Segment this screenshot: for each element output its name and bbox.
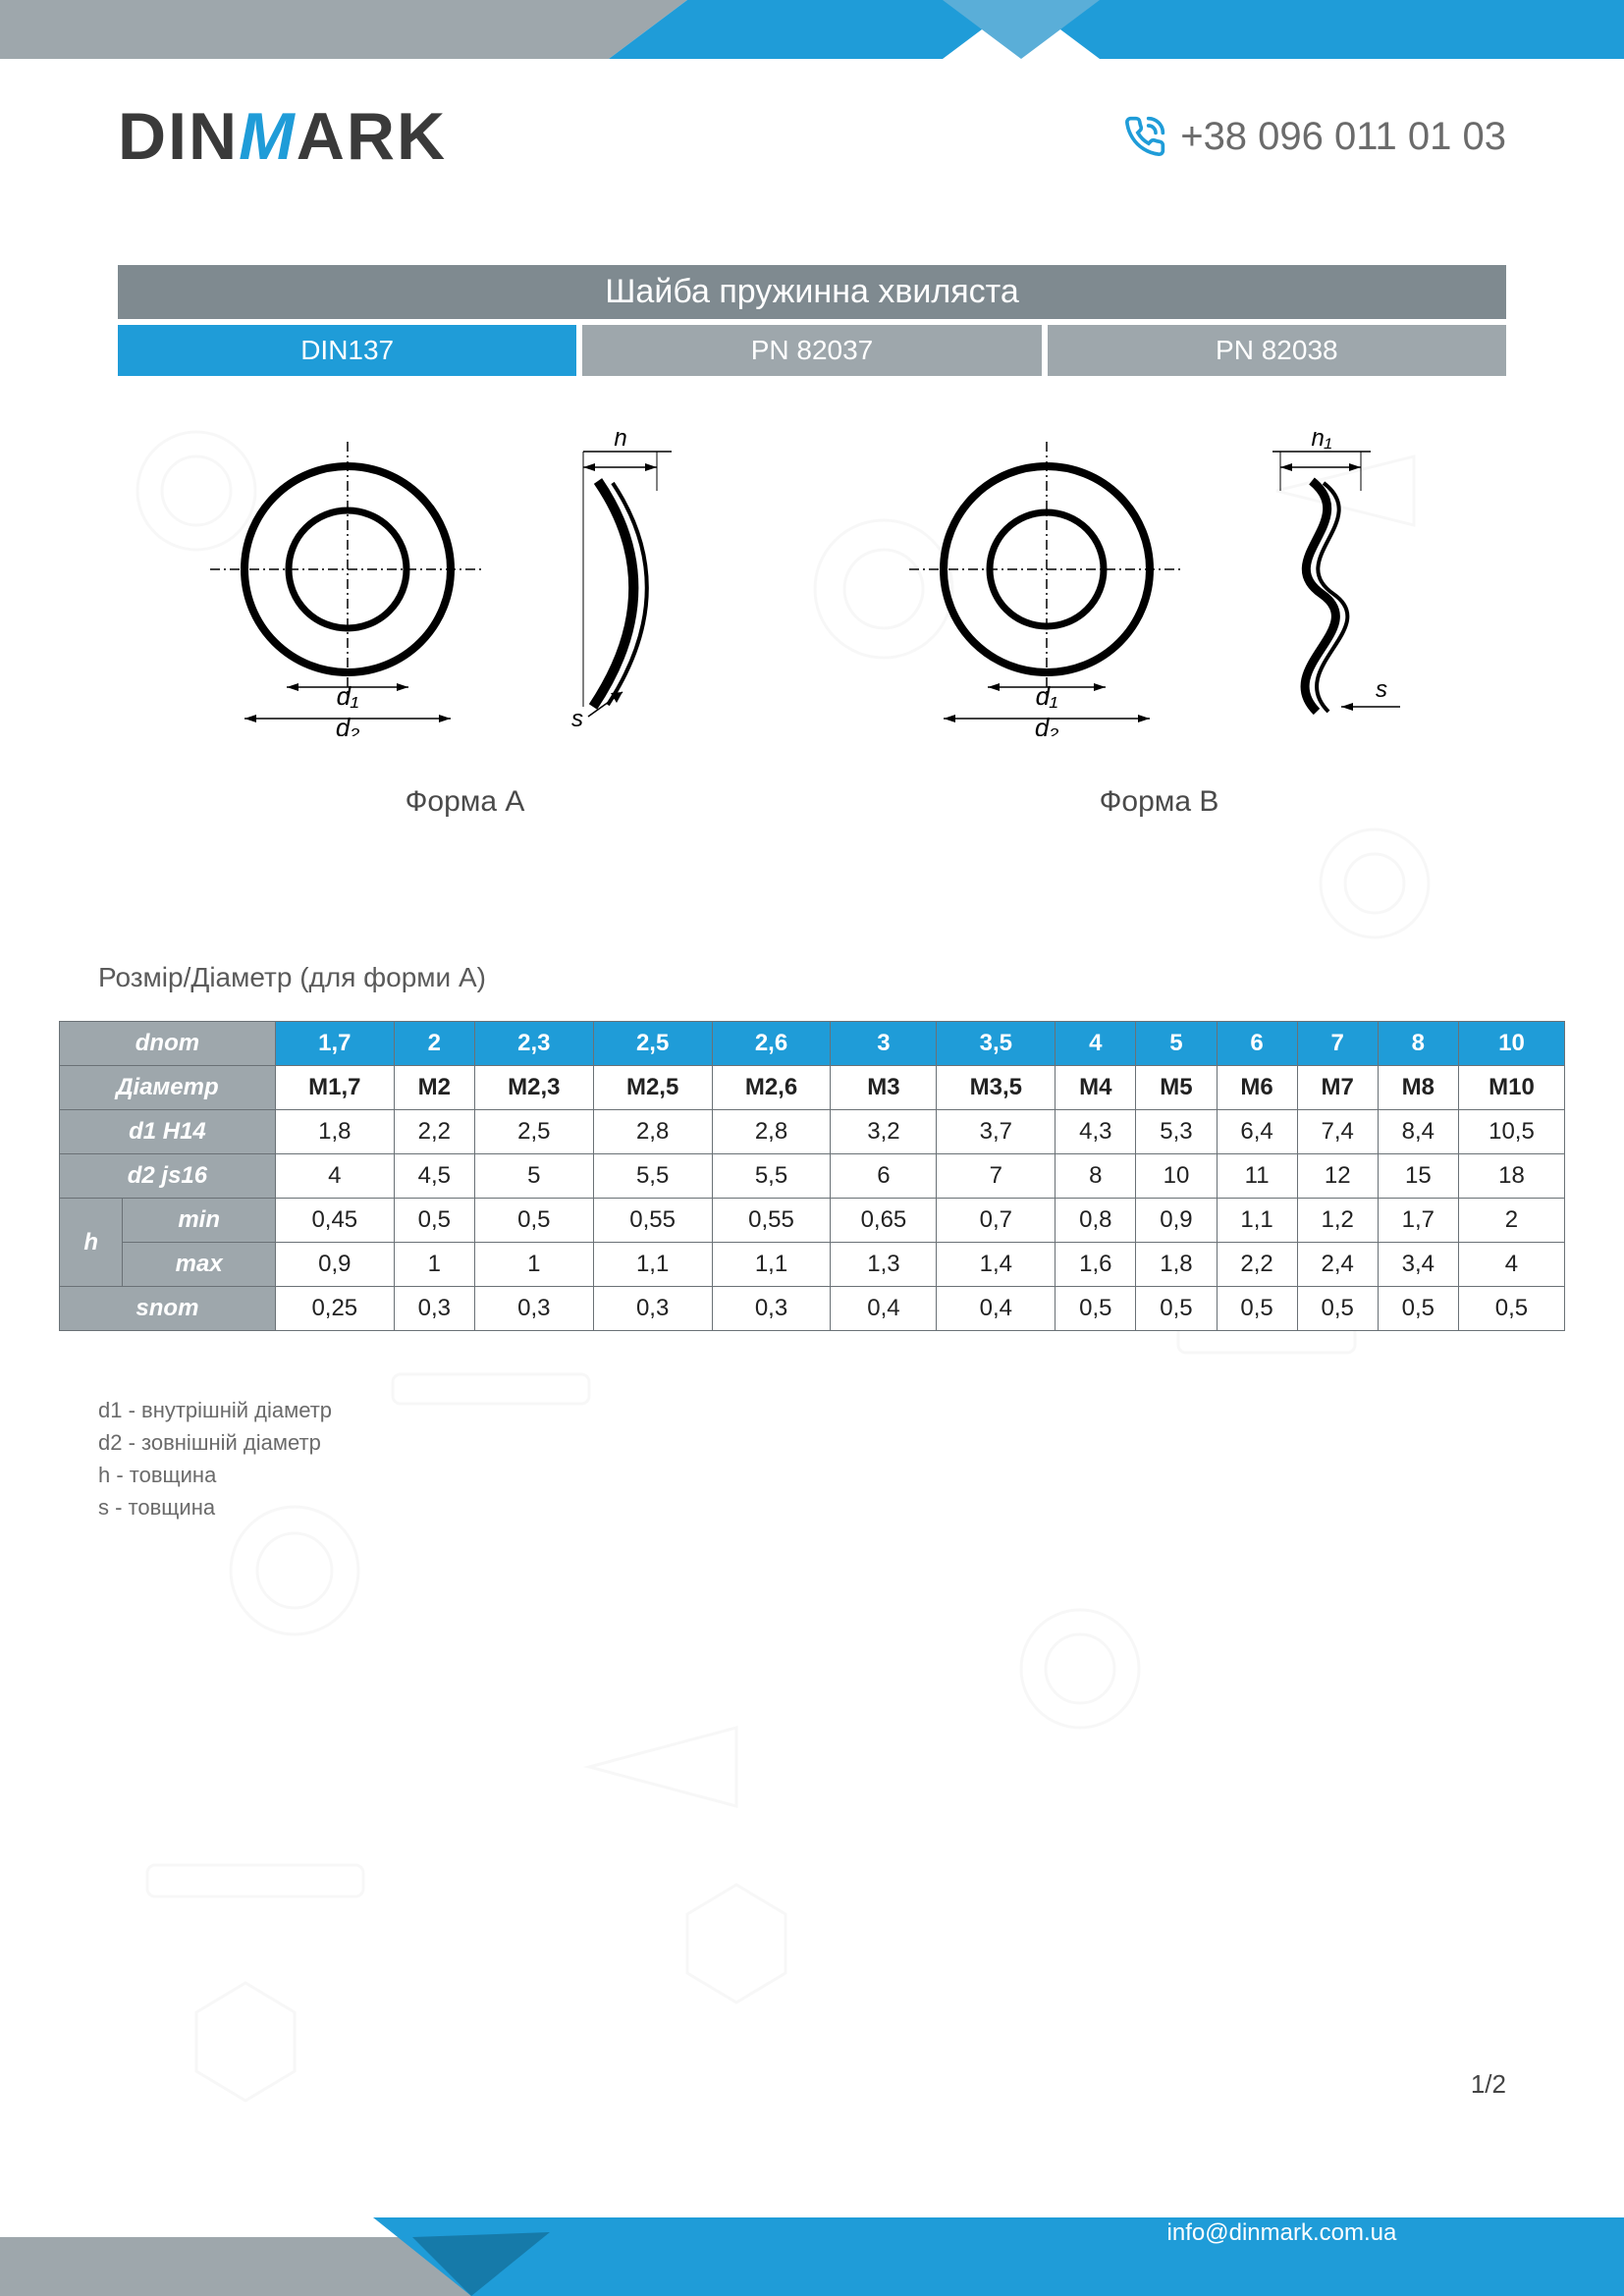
tab-pn82038: PN 82038 (1048, 325, 1506, 376)
row-label-snom: snom (60, 1287, 276, 1331)
row-label-d1: d1 H14 (60, 1110, 276, 1154)
row-label-hmax: max (123, 1243, 275, 1287)
table-row-d2: d2 js16 4 4,5 5 5,5 5,5 6 7 8 10 11 12 1… (60, 1154, 1565, 1199)
standard-tabs: DIN137 PN 82037 PN 82038 (118, 325, 1506, 376)
table-row-snom: snom 0,25 0,3 0,3 0,3 0,3 0,4 0,4 0,5 0,… (60, 1287, 1565, 1331)
svg-text:d₁: d₁ (1035, 681, 1057, 711)
top-accent-bar (0, 0, 1624, 59)
svg-text:s: s (1376, 676, 1387, 703)
legend-h: h - товщина (98, 1459, 332, 1491)
table-section-label: Розмір/Діаметр (для форми A) (98, 962, 486, 993)
table-row-d1: d1 H14 1,8 2,2 2,5 2,8 2,8 3,2 3,7 4,3 5… (60, 1110, 1565, 1154)
row-label-hmin: min (123, 1199, 275, 1243)
form-b-label: Форма В (1100, 785, 1219, 819)
row-label-dnom: dnom (60, 1022, 276, 1066)
table-row-hmin: h min 0,45 0,5 0,5 0,55 0,55 0,65 0,7 0,… (60, 1199, 1565, 1243)
logo-text-mid: M (239, 99, 297, 174)
phone-block: +38 096 011 01 03 (1123, 115, 1506, 159)
washer-top-view-a: d₁ d₂ (210, 442, 485, 736)
table-row-diameter: Діаметр M1,7 M2 M2,3 M2,5 M2,6 M3 M3,5 M… (60, 1066, 1565, 1110)
svg-text:h₁: h₁ (1311, 432, 1331, 452)
dimensions-table: dnom 1,7 2 2,3 2,5 2,6 3 3,5 4 5 6 7 8 1… (59, 1021, 1565, 1331)
washer-side-view-a: h s (544, 432, 721, 746)
row-label-diameter: Діаметр (60, 1066, 276, 1110)
footer-url: www.dinmark.com.ua (1077, 2168, 1487, 2216)
row-label-d2: d2 js16 (60, 1154, 276, 1199)
footer-text: www.dinmark.com.ua info@dinmark.com.ua (1077, 2168, 1487, 2247)
phone-icon (1123, 115, 1166, 158)
logo-text-pre: DIN (118, 99, 239, 174)
svg-text:d₁: d₁ (336, 681, 358, 711)
page-number: 1/2 (1471, 2069, 1506, 2100)
table-row-hmax: max 0,9 1 1 1,1 1,1 1,3 1,4 1,6 1,8 2,2 … (60, 1243, 1565, 1287)
tab-din137: DIN137 (118, 325, 576, 376)
logo: DINMARK (118, 98, 447, 175)
logo-text-post: ARK (297, 99, 447, 174)
diagram-form-a: d₁ d₂ h s Форма А (118, 412, 812, 864)
tab-pn82037: PN 82037 (582, 325, 1041, 376)
washer-top-view-b: d₁ d₂ (909, 442, 1184, 736)
washer-side-view-b: h₁ s (1243, 432, 1410, 746)
svg-text:d₂: d₂ (335, 713, 358, 736)
legend: d1 - внутрішній діаметр d2 - зовнішній д… (98, 1394, 332, 1523)
svg-text:d₂: d₂ (1034, 713, 1057, 736)
diagram-form-b: d₁ d₂ h₁ s Форма В (812, 412, 1506, 864)
legend-d1: d1 - внутрішній діаметр (98, 1394, 332, 1426)
form-a-label: Форма А (406, 785, 525, 819)
row-label-h: h (60, 1199, 123, 1287)
page-title: Шайба пружинна хвиляста (118, 265, 1506, 319)
svg-text:h: h (614, 432, 626, 452)
table-row-dnom: dnom 1,7 2 2,3 2,5 2,6 3 3,5 4 5 6 7 8 1… (60, 1022, 1565, 1066)
legend-d2: d2 - зовнішній діаметр (98, 1426, 332, 1459)
legend-s: s - товщина (98, 1491, 332, 1523)
phone-number: +38 096 011 01 03 (1180, 115, 1506, 159)
svg-text:s: s (571, 706, 583, 732)
footer-email: info@dinmark.com.ua (1077, 2219, 1487, 2247)
